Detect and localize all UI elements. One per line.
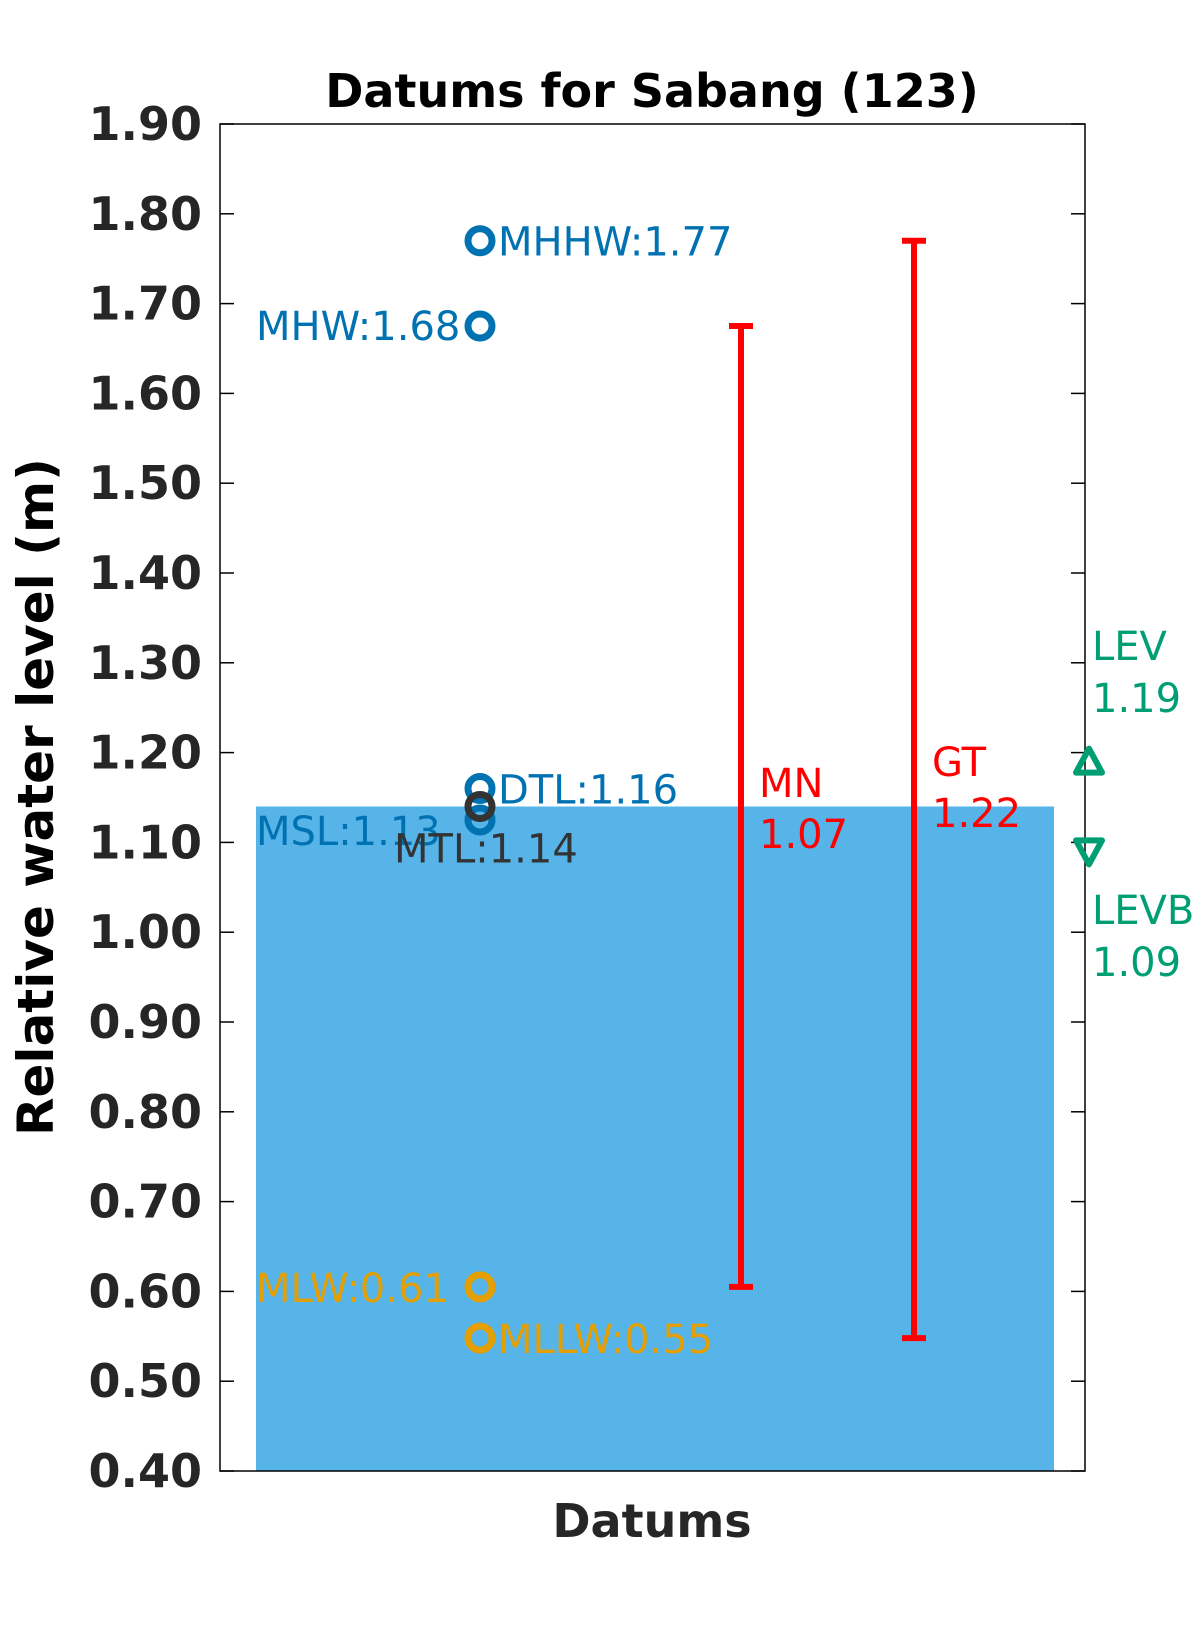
extreme-marker-lev <box>1073 745 1105 776</box>
y-tick-label: 0.40 <box>89 1444 203 1498</box>
y-tick-label: 1.50 <box>89 456 203 510</box>
range-layer: MN 1.07 GT 1.22 <box>729 237 1021 1342</box>
datum-label: MSL:1.13 <box>256 809 441 855</box>
datum-marker-mllw <box>464 1322 496 1354</box>
extreme-value-label: 1.19 <box>1092 676 1181 722</box>
x-axis-label: Datums <box>552 1494 751 1548</box>
bar-layer <box>256 806 1054 1471</box>
range-value-label: 1.22 <box>932 791 1021 837</box>
extreme-value-label: 1.09 <box>1092 940 1181 986</box>
datum-marker-dtl <box>464 773 496 805</box>
extreme-name-label: LEVB <box>1092 888 1194 934</box>
y-tick-label: 1.10 <box>89 815 203 869</box>
datum-marker-mhhw <box>464 225 496 257</box>
tick-layer: 0.40 0.50 0.60 0.70 0.80 0.90 1.00 1.10 1.20 1.30… <box>89 97 1085 1498</box>
mean-level-bar <box>256 806 1054 1471</box>
y-tick-label: 1.30 <box>89 636 203 690</box>
datum-marker-mhw <box>464 310 496 342</box>
datum-label: MHW:1.68 <box>256 304 460 350</box>
range-name-label: MN <box>759 761 823 807</box>
y-tick-label: 1.80 <box>89 187 203 241</box>
datum-label: MTL:1.14 <box>394 826 578 872</box>
y-tick-label: 0.50 <box>89 1354 203 1408</box>
y-tick-label: 0.80 <box>89 1085 203 1139</box>
y-tick-label: 0.90 <box>89 995 203 1049</box>
y-tick-label: 0.60 <box>89 1264 203 1318</box>
datum-marker-mtl <box>464 790 496 822</box>
datum-label: MLW:0.61 <box>256 1266 449 1312</box>
extreme-layer: LEV 1.19 LEVB 1.09 <box>1073 624 1194 986</box>
y-axis-label: Relative water level (m) <box>7 458 65 1136</box>
y-tick-label: 1.60 <box>89 366 203 420</box>
datum-marker-mlw <box>464 1271 496 1303</box>
y-tick-label: 1.20 <box>89 726 203 780</box>
datum-label: DTL:1.16 <box>498 768 678 814</box>
extreme-name-label: LEV <box>1092 624 1168 670</box>
datum-marker-msl <box>464 804 496 836</box>
extreme-marker-levb <box>1073 837 1105 868</box>
y-tick-label: 1.90 <box>89 97 203 151</box>
range-name-label: GT <box>932 740 987 786</box>
y-tick-label: 1.40 <box>89 546 203 600</box>
y-tick-label: 1.00 <box>89 905 203 959</box>
y-tick-label: 1.70 <box>89 277 203 331</box>
y-tick-label: 0.70 <box>89 1175 203 1229</box>
range-value-label: 1.07 <box>759 812 848 858</box>
datum-label: MLLW:0.55 <box>498 1317 713 1363</box>
datum-label: MHHW:1.77 <box>498 220 732 266</box>
chart-title: Datums for Sabang (123) <box>325 64 979 118</box>
datum-layer: MHHW:1.77 MHW:1.68 DTL:1.16 MSL:1.13MTL:1.1… <box>256 220 732 1363</box>
plot-frame <box>219 123 1086 1472</box>
